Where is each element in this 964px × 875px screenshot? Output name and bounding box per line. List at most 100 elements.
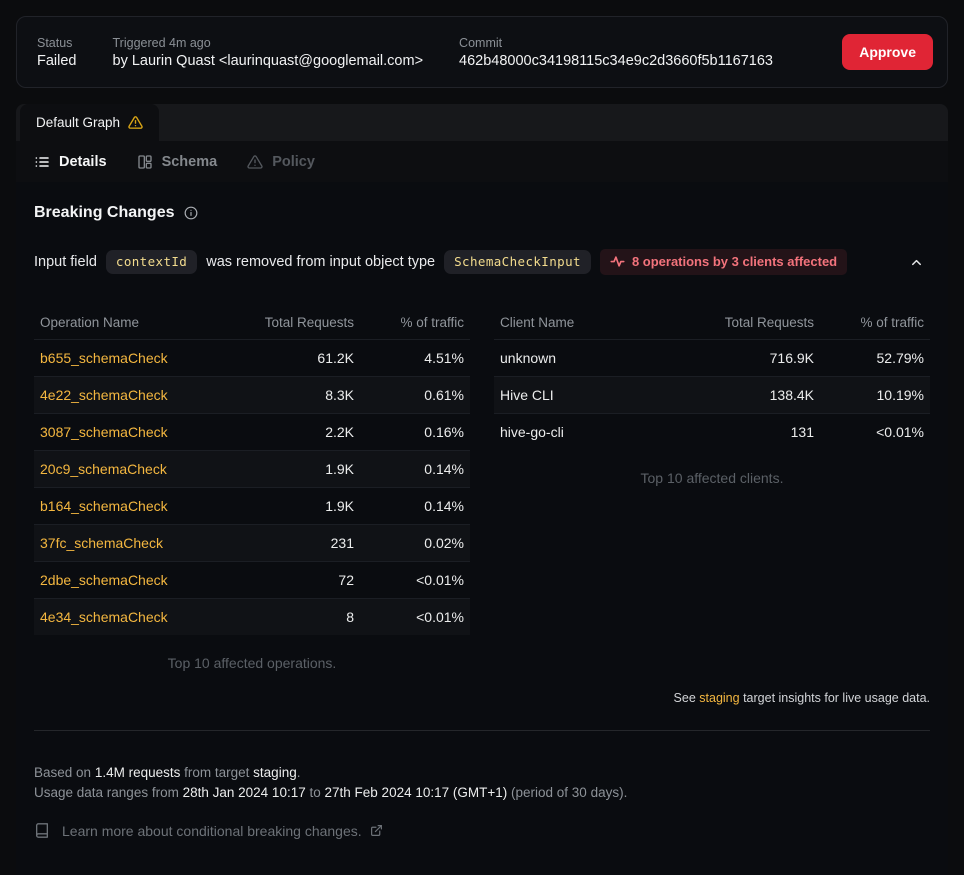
operation-link[interactable]: b164_schemaCheck xyxy=(40,498,168,514)
clients-table-header: Client Name Total Requests % of traffic xyxy=(494,305,930,339)
col-total-requests: Total Requests xyxy=(724,314,814,330)
chevron-up-icon[interactable] xyxy=(909,255,924,270)
tab-details[interactable]: Details xyxy=(34,154,107,170)
graph-tab-strip: Default Graph xyxy=(16,104,948,141)
operation-link[interactable]: 3087_schemaCheck xyxy=(40,424,168,440)
table-row: 2dbe_schemaCheck 72 <0.01% xyxy=(34,561,470,598)
requests-value: 716.9K xyxy=(769,350,814,366)
staging-target-link[interactable]: staging xyxy=(699,691,740,705)
traffic-value: <0.01% xyxy=(416,572,464,588)
usage-summary-line1: Based on 1.4M requests from target stagi… xyxy=(34,763,930,783)
usage-summary-line2: Usage data ranges from 28th Jan 2024 10:… xyxy=(34,783,930,803)
learn-more-row: Learn more about conditional breaking ch… xyxy=(34,822,930,839)
table-row: unknown 716.9K 52.79% xyxy=(494,339,930,376)
triggered-group: Triggered 4m ago by Laurin Quast <laurin… xyxy=(113,36,424,69)
table-row: hive-go-cli 131 <0.01% xyxy=(494,413,930,450)
clients-table-footnote: Top 10 affected clients. xyxy=(640,470,784,486)
client-name: unknown xyxy=(500,350,557,366)
policy-warning-icon xyxy=(247,154,263,170)
requests-value: 8 xyxy=(346,609,354,625)
col-traffic: % of traffic xyxy=(400,314,464,330)
traffic-value: 4.51% xyxy=(424,350,464,366)
tab-default-graph[interactable]: Default Graph xyxy=(20,104,160,141)
requests-value: 231 xyxy=(330,535,354,551)
requests-value: 8.3K xyxy=(325,387,354,403)
triggered-label: Triggered 4m ago xyxy=(112,35,211,50)
breaking-changes-title: Breaking Changes xyxy=(34,204,175,221)
operations-table: Operation Name Total Requests % of traff… xyxy=(34,305,470,635)
client-name: Hive CLI xyxy=(500,387,554,403)
clients-table: Client Name Total Requests % of traffic … xyxy=(494,305,930,450)
usage-line2-to: to xyxy=(309,785,321,800)
usage-line1-end: . xyxy=(296,765,301,780)
warning-icon xyxy=(128,115,143,130)
operations-table-header: Operation Name Total Requests % of traff… xyxy=(34,305,470,339)
status-value: Failed xyxy=(37,52,77,69)
operation-link[interactable]: b655_schemaCheck xyxy=(40,350,168,366)
traffic-value: 0.14% xyxy=(424,498,464,514)
col-traffic: % of traffic xyxy=(860,314,924,330)
status-group: Status Failed xyxy=(37,36,77,69)
change-text-middle: was removed from input object type xyxy=(206,254,436,270)
traffic-value: <0.01% xyxy=(416,609,464,625)
operation-link[interactable]: 4e34_schemaCheck xyxy=(40,609,168,625)
insights-note: See staging target insights for live usa… xyxy=(34,691,930,705)
traffic-value: 0.16% xyxy=(424,424,464,440)
check-summary-card: Status Failed Triggered 4m ago by Laurin… xyxy=(16,16,948,88)
operation-link[interactable]: 37fc_schemaCheck xyxy=(40,535,163,551)
table-row: 3087_schemaCheck 2.2K 0.16% xyxy=(34,413,470,450)
operation-link[interactable]: 20c9_schemaCheck xyxy=(40,461,167,477)
clients-table-block: Client Name Total Requests % of traffic … xyxy=(494,305,930,486)
schema-columns-icon xyxy=(137,154,153,170)
usage-line2-prefix: Usage data ranges from xyxy=(34,785,179,800)
traffic-value: 10.19% xyxy=(876,387,924,403)
requests-value: 1.9K xyxy=(325,498,354,514)
table-row: b164_schemaCheck 1.9K 0.14% xyxy=(34,487,470,524)
requests-value: 72 xyxy=(338,572,354,588)
usage-tables: Operation Name Total Requests % of traff… xyxy=(34,305,930,671)
change-text-prefix: Input field xyxy=(34,254,97,270)
requests-value: 131 xyxy=(790,424,814,440)
commit-group: Commit 462b48000c34198115c34e9c2d3660f5b… xyxy=(459,36,773,69)
col-operation-name: Operation Name xyxy=(40,314,140,330)
traffic-value: 0.61% xyxy=(424,387,464,403)
table-row: 20c9_schemaCheck 1.9K 0.14% xyxy=(34,450,470,487)
breaking-change-row[interactable]: Input field contextId was removed from i… xyxy=(34,249,930,275)
commit-hash: 462b48000c34198115c34e9c2d3660f5b1167163 xyxy=(459,52,773,69)
info-icon[interactable] xyxy=(184,206,198,220)
commit-label: Commit xyxy=(459,35,503,50)
client-name: hive-go-cli xyxy=(500,424,564,440)
affected-operations-badge: 8 operations by 3 clients affected xyxy=(599,249,848,275)
status-label: Status xyxy=(37,35,73,50)
requests-value: 61.2K xyxy=(317,350,354,366)
operations-table-block: Operation Name Total Requests % of traff… xyxy=(34,305,470,671)
learn-more-link[interactable]: Learn more about conditional breaking ch… xyxy=(62,822,362,839)
tab-policy[interactable]: Policy xyxy=(247,154,315,170)
change-field-code: contextId xyxy=(105,250,198,274)
book-icon xyxy=(34,822,50,839)
traffic-value: 0.14% xyxy=(424,461,464,477)
operation-link[interactable]: 4e22_schemaCheck xyxy=(40,387,168,403)
requests-value: 2.2K xyxy=(325,424,354,440)
insights-note-prefix: See xyxy=(673,691,696,705)
traffic-value: <0.01% xyxy=(876,424,924,440)
table-row: b655_schemaCheck 61.2K 4.51% xyxy=(34,339,470,376)
operations-table-footnote: Top 10 affected operations. xyxy=(167,655,337,671)
table-row: 37fc_schemaCheck 231 0.02% xyxy=(34,524,470,561)
insights-note-suffix: target insights for live usage data. xyxy=(743,691,930,705)
check-nav: Details Schema Policy xyxy=(16,141,948,182)
tab-details-label: Details xyxy=(59,153,107,170)
usage-period: (period of 30 days). xyxy=(511,785,628,800)
col-client-name: Client Name xyxy=(500,314,575,330)
tab-schema[interactable]: Schema xyxy=(137,153,218,170)
table-row: Hive CLI 138.4K 10.19% xyxy=(494,376,930,413)
usage-date-to: 27th Feb 2024 10:17 (GMT+1) xyxy=(324,785,508,800)
table-row: 4e22_schemaCheck 8.3K 0.61% xyxy=(34,376,470,413)
approve-button[interactable]: Approve xyxy=(842,34,933,70)
tab-schema-label: Schema xyxy=(161,153,218,170)
graph-tab-label: Default Graph xyxy=(36,115,121,130)
operation-link[interactable]: 2dbe_schemaCheck xyxy=(40,572,168,588)
usage-requests-count: 1.4M requests xyxy=(94,765,181,780)
requests-value: 1.9K xyxy=(325,461,354,477)
affected-badge-label: 8 operations by 3 clients affected xyxy=(631,254,838,269)
